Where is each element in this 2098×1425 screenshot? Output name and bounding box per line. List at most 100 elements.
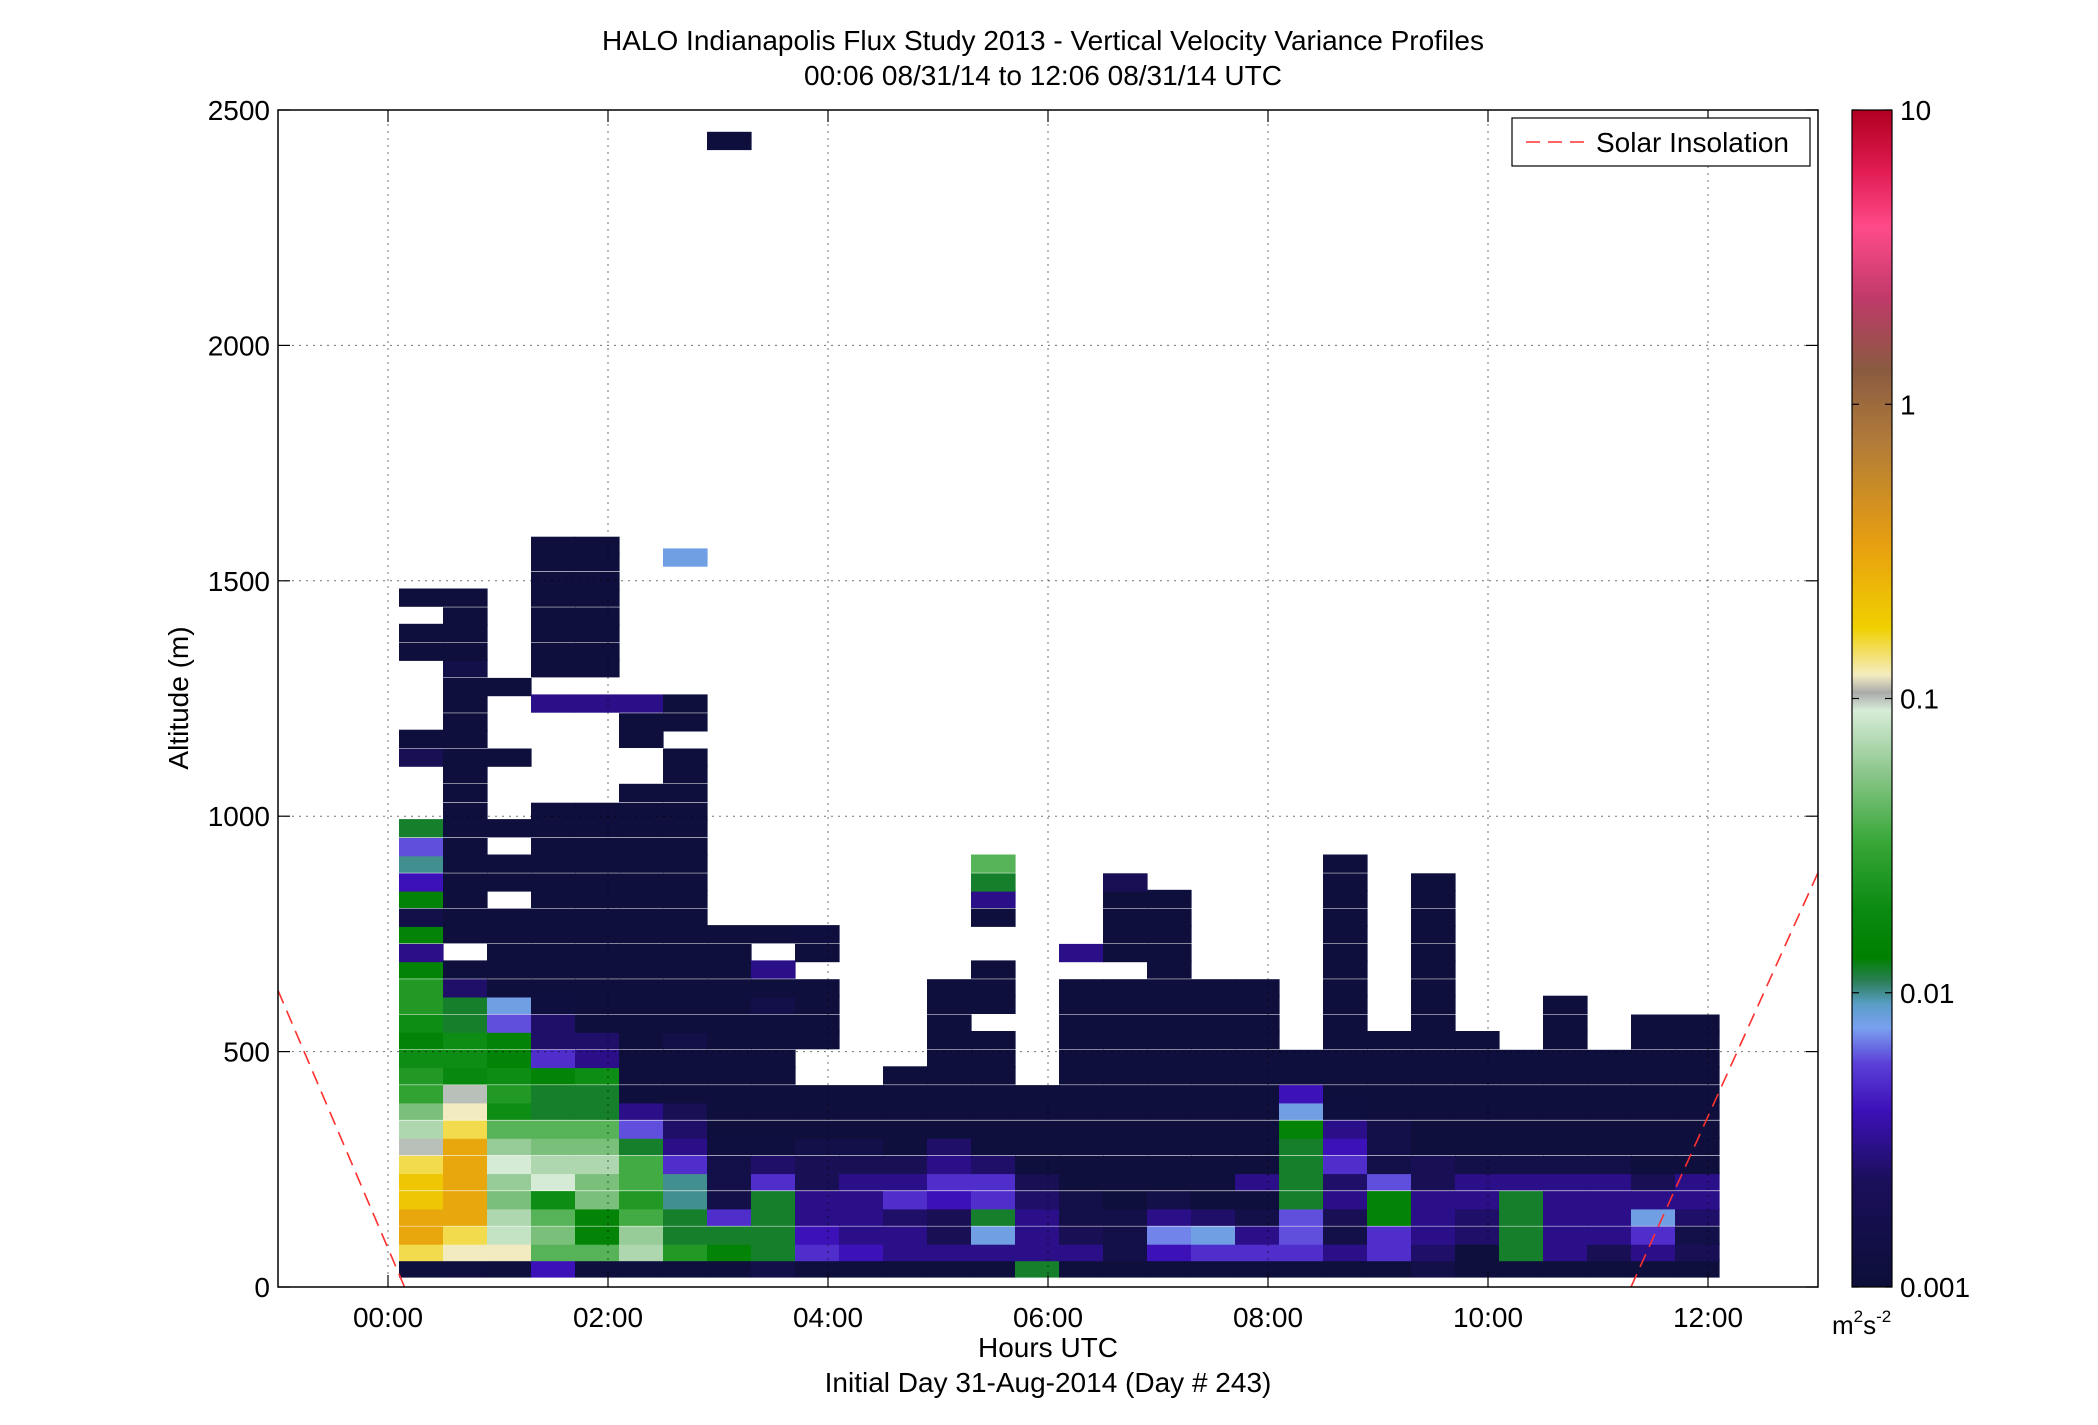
heatmap-cell-1-27	[443, 765, 488, 784]
heatmap-cell-19-15	[1235, 995, 1280, 1014]
heatmap-cell-12-8	[927, 1120, 972, 1139]
heatmap-cell-4-34	[575, 553, 620, 572]
heatmap-cell-3-19	[531, 925, 576, 944]
chart-subtitle: 00:06 08/31/14 to 12:06 08/31/14 UTC	[804, 60, 1282, 91]
heatmap-cell-17-2	[1147, 1226, 1192, 1245]
heatmap-cell-27-4	[1587, 1191, 1632, 1210]
heatmap-cell-9-1	[795, 1242, 840, 1262]
heatmap-cell-0-22	[399, 873, 444, 892]
heatmap-cell-1-16	[443, 979, 488, 998]
heatmap-cell-3-3	[531, 1207, 576, 1226]
heatmap-cell-21-23	[1323, 854, 1368, 873]
heatmap-cell-3-22	[531, 873, 576, 892]
heatmap-cell-18-8	[1191, 1120, 1236, 1139]
heatmap-cell-25-4	[1499, 1191, 1544, 1210]
heatmap-cell-0-23	[399, 854, 444, 873]
heatmap-cell-25-9	[1499, 1101, 1544, 1120]
heatmap-cell-22-0	[1367, 1259, 1412, 1278]
heatmap-cell-29-7	[1675, 1136, 1720, 1156]
heatmap-cell-0-5	[399, 1172, 444, 1191]
heatmap-cell-7-13	[707, 1031, 752, 1050]
heatmap-cell-2-8	[487, 1120, 532, 1139]
heatmap-cell-15-8	[1059, 1120, 1104, 1139]
heatmap-cell-26-12	[1543, 1049, 1588, 1069]
heatmap-cell-8-15	[751, 995, 796, 1014]
x-tick-label-0: 00:00	[353, 1302, 423, 1333]
heatmap-cell-13-11	[971, 1066, 1016, 1085]
y-axis-ticks: 0 500 1000 1500 2000 2500	[208, 95, 1818, 1303]
heatmap-cell-4-16	[575, 979, 620, 998]
heatmap-cell-1-21	[443, 873, 488, 892]
heatmap-cell-8-0	[751, 1259, 796, 1278]
heatmap-cell-20-10	[1279, 1085, 1324, 1104]
heatmap-cell-26-0	[1543, 1259, 1588, 1278]
heatmap-cell-7-4	[707, 1191, 752, 1210]
heatmap-cell-3-29	[531, 642, 576, 661]
heatmap-cell-3-20	[531, 908, 576, 927]
heatmap-cell-3-23	[531, 854, 576, 873]
heatmap-cell-23-16	[1411, 979, 1456, 998]
heatmap-cell-22-13	[1367, 1031, 1412, 1050]
heatmap-cell-15-1	[1059, 1242, 1104, 1262]
heatmap-cell-24-12	[1455, 1049, 1500, 1069]
heatmap-cell-12-5	[927, 1172, 972, 1191]
heatmap-cell-17-7	[1147, 1136, 1192, 1156]
heatmap-cell-1-23	[443, 838, 488, 857]
heatmap-cell-4-11	[575, 1066, 620, 1085]
heatmap-cell-3-15	[531, 995, 576, 1014]
heatmap-cell-28-4	[1631, 1191, 1676, 1210]
heatmap-cell-17-12	[1147, 1049, 1192, 1069]
heatmap-cell-27-2	[1587, 1226, 1632, 1245]
heatmap-cell-6-31	[663, 694, 708, 713]
heatmap-cell-28-2	[1631, 1226, 1676, 1245]
heatmap-cell-18-12	[1191, 1049, 1236, 1069]
heatmap-cell-4-14	[575, 1014, 620, 1033]
heatmap-cell-11-3	[883, 1207, 928, 1226]
heatmap-cell-22-4	[1367, 1191, 1412, 1210]
heatmap-cell-13-18	[971, 889, 1016, 909]
heatmap-cell-19-4	[1235, 1191, 1280, 1210]
heatmap-cell-6-32	[663, 548, 708, 567]
heatmap-cell-4-31	[575, 607, 620, 626]
heatmap-cell-15-3	[1059, 1207, 1104, 1226]
heatmap-cell-17-17	[1147, 960, 1192, 979]
heatmap-cell-1-14	[443, 1014, 488, 1033]
heatmap-cell-25-0	[1499, 1259, 1544, 1278]
heatmap-cell-5-18	[619, 943, 664, 963]
heatmap-cell-6-1	[663, 1242, 708, 1262]
heatmap-cell-28-9	[1631, 1101, 1676, 1120]
heatmap-cell-21-3	[1323, 1207, 1368, 1226]
heatmap-cell-3-16	[531, 979, 576, 998]
heatmap-cell-24-5	[1455, 1172, 1500, 1191]
heatmap-cell-18-3	[1191, 1207, 1236, 1226]
heatmap-cell-18-7	[1191, 1136, 1236, 1156]
heatmap-cell-4-21	[575, 889, 620, 909]
heatmap-cell-8-8	[751, 1120, 796, 1139]
heatmap-cell-9-12	[795, 1014, 840, 1033]
heatmap-cell-5-22	[619, 873, 664, 892]
heatmap-cell-23-2	[1411, 1226, 1456, 1245]
heatmap-cell-12-16	[927, 979, 972, 998]
heatmap-cell-18-14	[1191, 1014, 1236, 1033]
heatmap-cell-6-2	[663, 1226, 708, 1245]
heatmap-cell-4-32	[575, 588, 620, 607]
heatmap-cell-7-15	[707, 995, 752, 1014]
y-axis-label: Altitude (m)	[163, 626, 194, 769]
heatmap-cell-7-2	[707, 1226, 752, 1245]
heatmap-cell-21-0	[1323, 1259, 1368, 1278]
heatmap-cell-18-2	[1191, 1226, 1236, 1245]
heatmap-cell-13-14	[971, 995, 1016, 1014]
heatmap-cell-4-33	[575, 572, 620, 591]
heatmap-cell-9-15	[795, 943, 840, 963]
heatmap-cell-1-12	[443, 1049, 488, 1069]
heatmap-cell-4-8	[575, 1120, 620, 1139]
heatmap-cell-13-5	[971, 1172, 1016, 1191]
heatmap-cell-23-7	[1411, 1136, 1456, 1156]
heatmap-cell-2-16	[487, 979, 532, 998]
heatmap-cell-29-0	[1675, 1259, 1720, 1278]
plot-area: 00:00 02:00 04:00 06:00 08:00 10:00 12:00 0 500…	[208, 95, 1819, 1333]
heatmap-cell-13-17	[971, 908, 1016, 927]
heatmap-cell-5-10	[619, 1085, 664, 1104]
heatmap-cell-1-6	[443, 1155, 488, 1175]
heatmap-cell-12-2	[927, 1226, 972, 1245]
